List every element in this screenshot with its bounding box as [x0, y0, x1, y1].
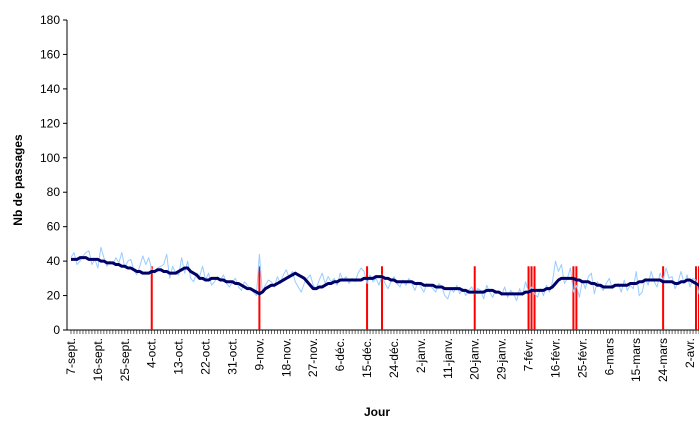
x-tick-label: 11-janv.	[441, 338, 455, 379]
x-tick-label: 22-oct.	[199, 338, 213, 375]
y-tick-label: 100	[40, 151, 60, 165]
x-tick-label: 2-avr.	[683, 338, 697, 368]
y-tick-label: 20	[47, 289, 61, 303]
x-tick-label: 7-sept.	[64, 338, 78, 375]
x-tick-label: 31-oct.	[225, 338, 239, 375]
x-tick-label: 24-mars	[656, 338, 670, 382]
y-axis: 0 20 40 60 80 100 120 140 160 180	[40, 13, 68, 337]
x-tick-label: 25-févr.	[575, 338, 589, 378]
y-tick-label: 0	[53, 323, 60, 337]
x-tick-label: 7-févr.	[522, 338, 536, 371]
y-axis-label: Nb de passages	[11, 134, 25, 226]
moving-average-line	[71, 256, 699, 296]
x-tick-label: 27-nov.	[306, 338, 320, 377]
y-tick-label: 60	[47, 220, 61, 234]
x-tick-label: 9-nov.	[252, 338, 266, 370]
y-tick-label: 40	[47, 254, 61, 268]
y-tick-label: 160	[40, 47, 60, 61]
x-tick-label: 29-janv.	[495, 338, 509, 380]
x-tick-label: 2-janv.	[414, 338, 428, 373]
red-markers	[150, 266, 699, 330]
x-tick-label: 6-déc.	[333, 338, 347, 371]
series-lines	[70, 246, 699, 302]
y-tick-label: 80	[47, 185, 61, 199]
x-tick-label: 16-sept.	[91, 338, 105, 381]
x-tick-label: 24-déc.	[387, 338, 401, 378]
x-tick-label: 4-oct.	[145, 338, 159, 368]
y-tick-label: 180	[40, 13, 60, 27]
x-tick-label: 16-févr.	[548, 338, 562, 378]
x-tick-label: 18-nov.	[279, 338, 293, 377]
x-tick-label: 25-sept.	[118, 338, 132, 381]
y-tick-label: 140	[40, 82, 60, 96]
x-axis: 7-sept. 16-sept. 25-sept. 4-oct. 13-oct. 22-o…	[64, 329, 699, 382]
x-tick-label: 15-mars	[629, 338, 643, 382]
x-tick-label: 13-oct.	[172, 338, 186, 375]
daily-values-line	[70, 246, 699, 302]
x-axis-label: Jour	[364, 405, 390, 419]
x-tick-label: 6-mars	[602, 338, 616, 375]
y-tick-label: 120	[40, 116, 60, 130]
x-tick-label: 15-déc.	[360, 338, 374, 378]
x-tick-label: 20-janv.	[468, 338, 482, 380]
